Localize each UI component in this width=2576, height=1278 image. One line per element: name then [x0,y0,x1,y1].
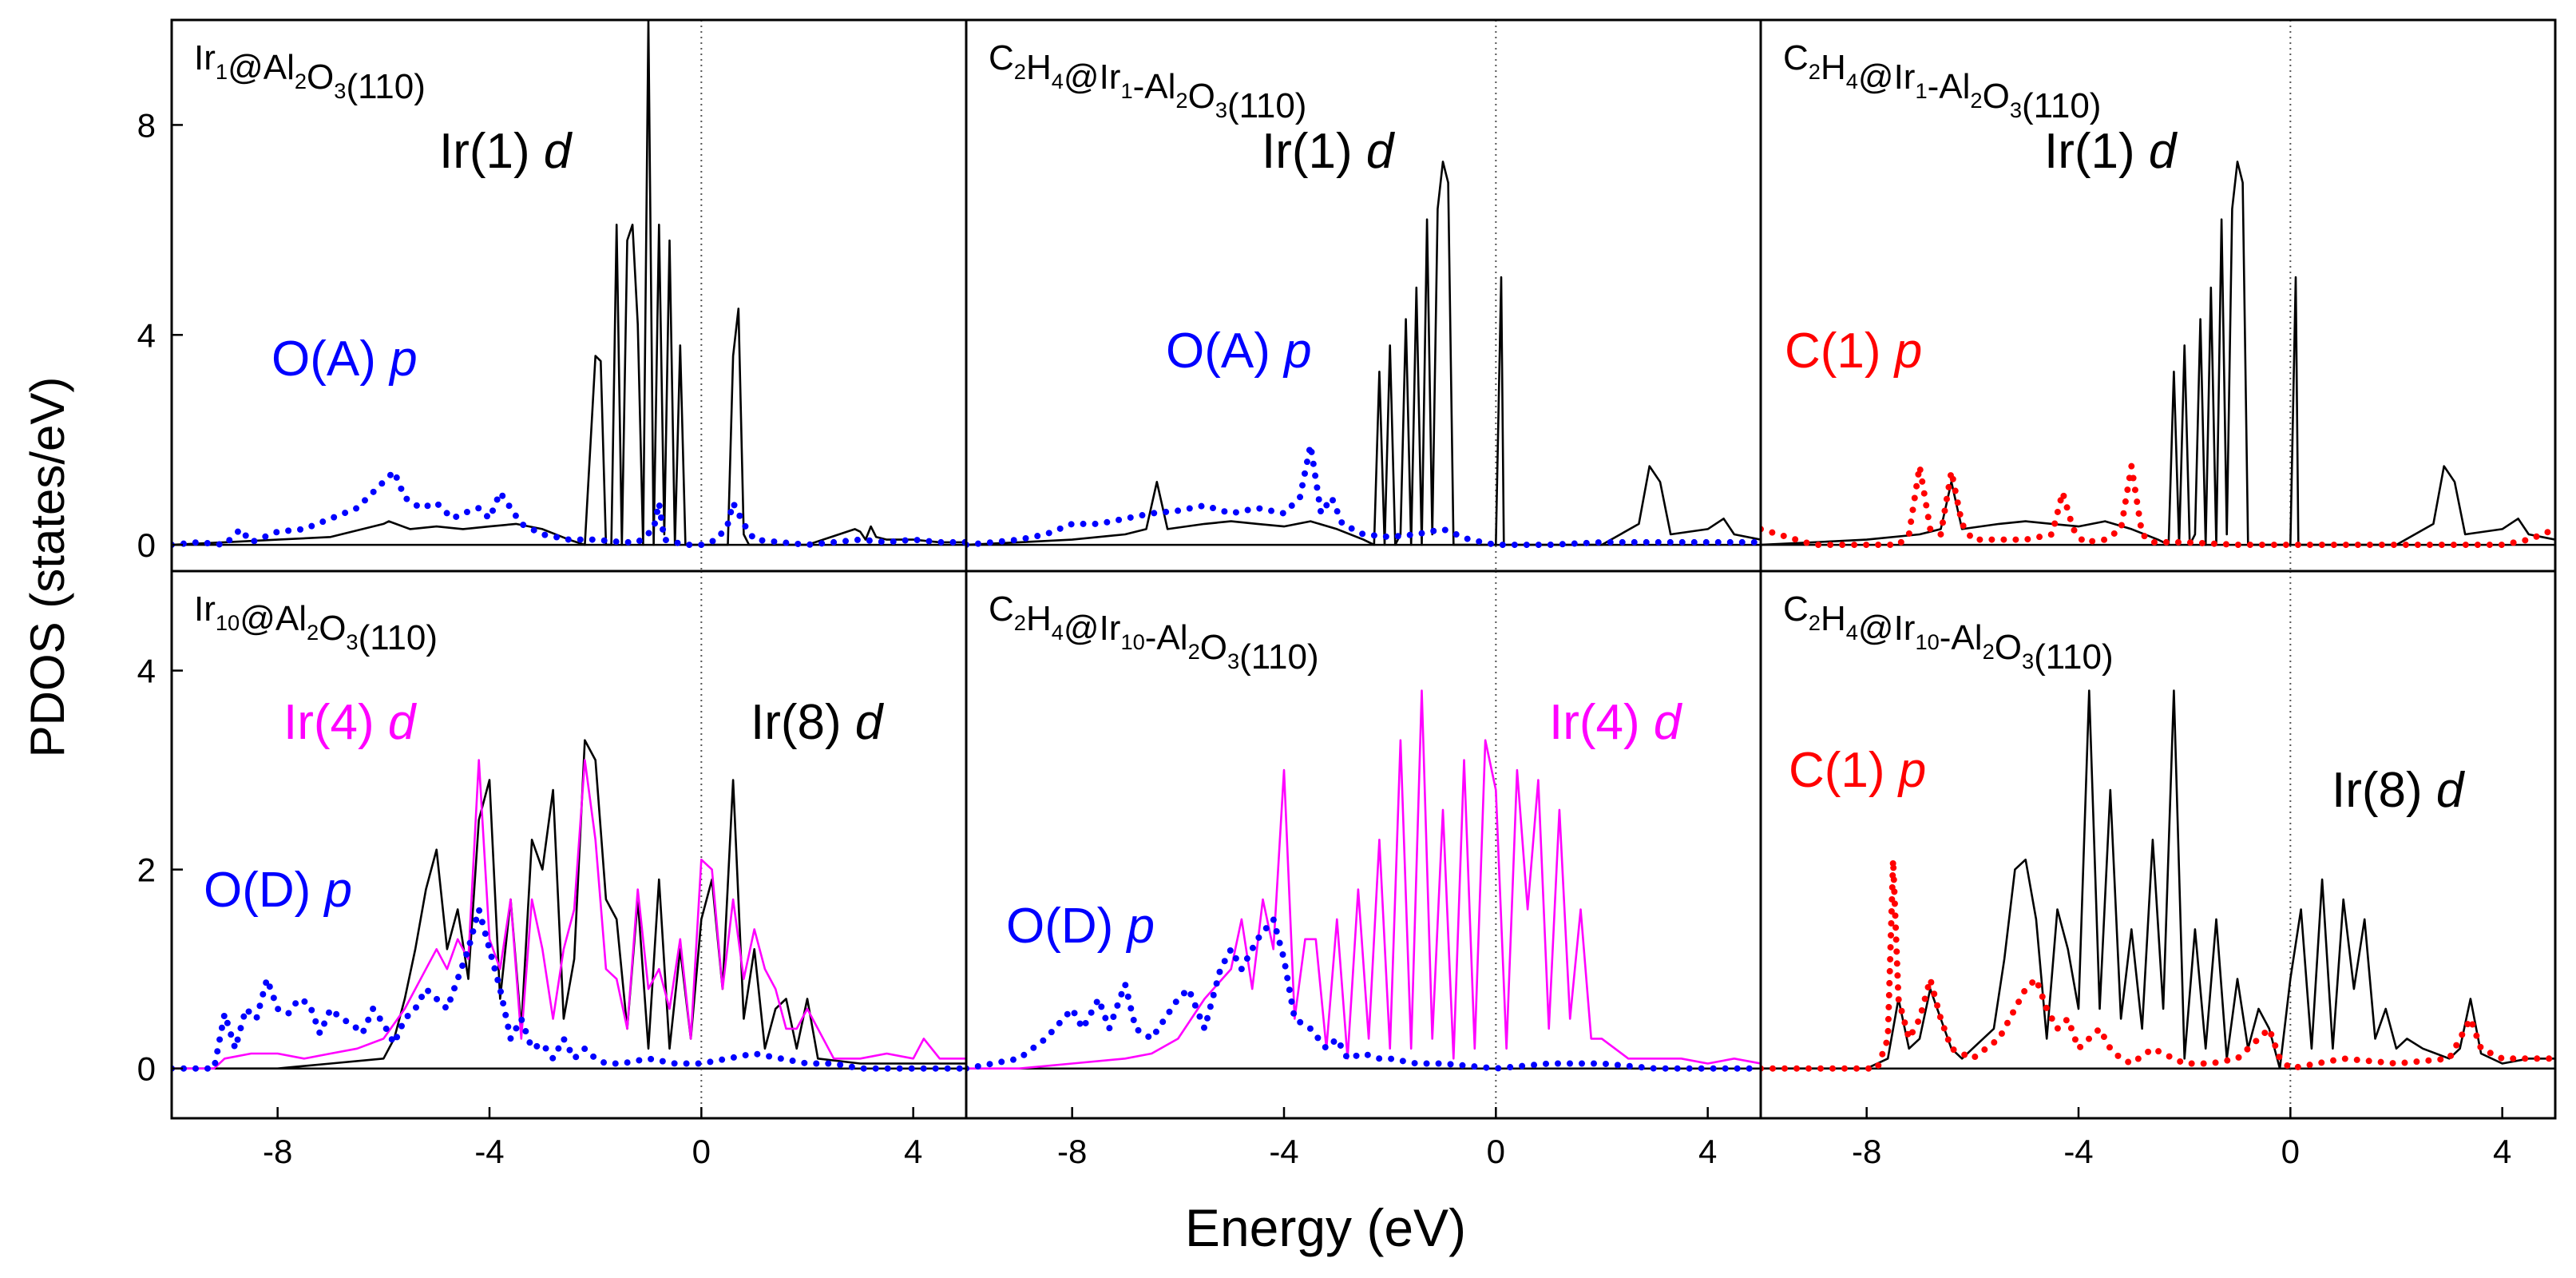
x-tick-label: -4 [1269,1133,1298,1170]
series-label: Ir(4) d [283,695,418,750]
x-axis-label: Energy (eV) [1185,1198,1466,1257]
series-label: O(A) p [271,331,418,387]
x-tick-label: 0 [692,1133,711,1170]
y-tick-label: 4 [137,653,156,690]
x-tick-label: -4 [474,1133,504,1170]
series-ir-8-d-line [1761,689,2555,1070]
panel-title: C2H4@Ir1-Al2O3(110) [989,38,1306,125]
series-ir-4-d-line [966,689,1761,1070]
panel-title: C2H4@Ir1-Al2O3(110) [1783,38,2101,125]
y-tick-label: 8 [137,106,156,144]
series-o-a-p-line [172,468,966,549]
panel-title: Ir1@Al2O3(110) [194,38,426,106]
panels-layer: Ir1@Al2O3(110)Ir(1) dO(A) p048C2H4@Ir1-A… [137,20,2555,1170]
series-label: C(1) p [1785,323,1922,379]
series-o-a-p-line [966,442,1761,549]
series-ir-1-d-line [172,20,966,546]
series-ir-4-d-line [172,759,966,1070]
y-tick-label: 4 [137,316,156,354]
x-tick-label: 4 [904,1133,922,1170]
series-label: Ir(4) d [1549,695,1683,750]
x-tick-label: 0 [2281,1133,2300,1170]
series-c-1-p-line [1761,856,2555,1072]
panel-bottom-left: Ir10@Al2O3(110) Ir(8) d Ir(4) d O(D) p 0 2 4 -8… [137,571,966,1170]
y-axis-label: PDOS (states/eV) [21,377,74,758]
panel-top-right: C2H4@Ir1-Al2O3(110)Ir(1) d C(1) p [1761,20,2555,571]
x-tick-label: 4 [1698,1133,1717,1170]
panel-bottom-middle: C2H4@Ir10-Al2O3(110) Ir(4) d O(D) p -8 -4 0 4 [966,571,1761,1170]
series-label: Ir(8) d [751,695,885,750]
y-tick-label: 2 [137,851,156,889]
series-label: Ir(1) d [2044,124,2178,179]
series-label: O(D) p [1006,899,1155,954]
series-label: C(1) p [1789,743,1926,798]
x-tick-label: -8 [263,1133,292,1170]
figure-frame [170,18,2557,1120]
panel-title: C2H4@Ir10-Al2O3(110) [1783,589,2114,677]
series-label: O(A) p [1166,323,1312,379]
x-tick-label: 4 [2493,1133,2511,1170]
series-ir-8-d-line [172,739,966,1070]
series-label: O(D) p [204,863,352,918]
panel-title: C2H4@Ir10-Al2O3(110) [989,589,1319,677]
frame-layer [170,18,2557,1120]
series-ir-1-d-line [966,161,1761,546]
y-tick-label: 0 [137,1050,156,1088]
panel-title: Ir10@Al2O3(110) [194,589,438,657]
series-label: Ir(1) d [1262,124,1396,179]
x-tick-label: 0 [1487,1133,1505,1170]
series-label: Ir(1) d [439,124,573,179]
series-o-d-p-line [966,915,1761,1072]
series-label: Ir(8) d [2332,763,2466,818]
y-tick-label: 0 [137,526,156,564]
x-tick-label: -8 [1057,1133,1087,1170]
x-tick-label: -4 [2063,1133,2093,1170]
panel-top-left: Ir1@Al2O3(110)Ir(1) d O(A) p 0 4 8 [137,20,966,571]
panel-bottom-right: C2H4@Ir10-Al2O3(110) Ir(8) d C(1) p -8 -4 0 4 [1761,571,2555,1170]
x-tick-label: -8 [1852,1133,1881,1170]
panel-top-middle: C2H4@Ir1-Al2O3(110)Ir(1) d O(A) p [966,20,1761,571]
